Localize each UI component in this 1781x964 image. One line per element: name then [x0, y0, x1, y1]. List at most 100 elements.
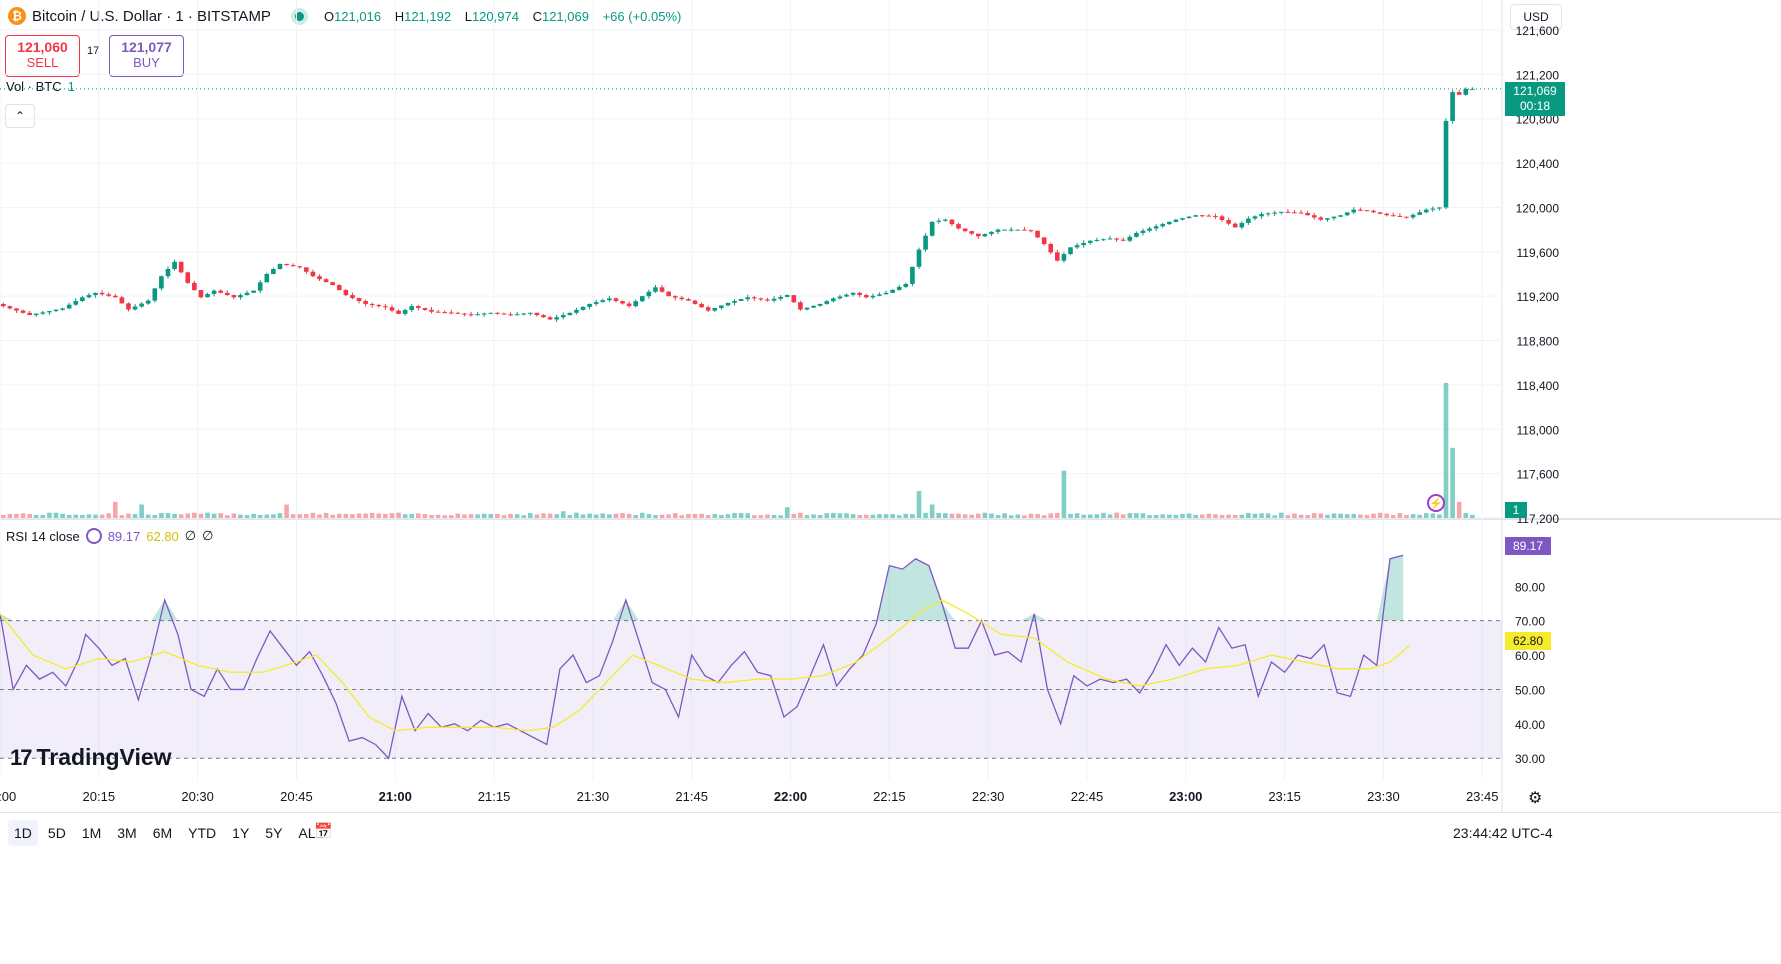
- candle[interactable]: [284, 264, 289, 266]
- candle[interactable]: [620, 300, 625, 304]
- candle[interactable]: [1423, 209, 1429, 213]
- candle[interactable]: [929, 221, 935, 236]
- candle[interactable]: [1008, 229, 1014, 231]
- candle[interactable]: [554, 317, 559, 320]
- collapse-legend-button[interactable]: ⌃: [5, 104, 35, 128]
- candle[interactable]: [1325, 218, 1330, 220]
- candle[interactable]: [106, 294, 112, 296]
- candle[interactable]: [1160, 224, 1166, 227]
- candle[interactable]: [1081, 242, 1086, 246]
- range-button-ytd[interactable]: YTD: [188, 825, 217, 841]
- candle[interactable]: [903, 283, 909, 287]
- range-button-1m[interactable]: 1M: [81, 825, 102, 841]
- candle[interactable]: [1311, 215, 1317, 218]
- candle[interactable]: [771, 298, 777, 301]
- candle[interactable]: [369, 303, 375, 306]
- candle[interactable]: [956, 224, 961, 229]
- candle[interactable]: [1015, 229, 1021, 231]
- candle[interactable]: [475, 314, 480, 316]
- candle[interactable]: [705, 307, 711, 311]
- candle[interactable]: [1219, 216, 1225, 221]
- candle[interactable]: [1364, 210, 1370, 212]
- candle[interactable]: [165, 269, 171, 277]
- candle[interactable]: [560, 315, 566, 318]
- candle[interactable]: [765, 299, 770, 301]
- candle[interactable]: [844, 294, 849, 297]
- candle[interactable]: [686, 299, 691, 301]
- candle[interactable]: [1331, 216, 1337, 219]
- candle[interactable]: [27, 312, 32, 316]
- rsi-ma-line[interactable]: [0, 599, 1411, 732]
- candle[interactable]: [910, 266, 915, 284]
- candle[interactable]: [1114, 238, 1119, 240]
- candle[interactable]: [916, 249, 922, 267]
- candle[interactable]: [1351, 209, 1357, 213]
- candle[interactable]: [1002, 229, 1007, 231]
- candle[interactable]: [152, 288, 158, 301]
- candle[interactable]: [238, 295, 243, 298]
- candle[interactable]: [758, 298, 764, 300]
- candle[interactable]: [1134, 232, 1139, 237]
- candle[interactable]: [646, 291, 652, 297]
- candle[interactable]: [1390, 215, 1396, 217]
- candle[interactable]: [989, 231, 994, 235]
- candle[interactable]: [1450, 92, 1455, 121]
- candle[interactable]: [60, 308, 65, 310]
- sell-button[interactable]: 121,060 SELL: [5, 35, 80, 77]
- candle[interactable]: [297, 266, 303, 268]
- candle[interactable]: [877, 294, 882, 296]
- range-button-3m[interactable]: 3M: [117, 825, 137, 841]
- candle[interactable]: [969, 231, 974, 234]
- candle[interactable]: [99, 292, 105, 295]
- candle[interactable]: [224, 292, 230, 296]
- candle[interactable]: [363, 300, 368, 304]
- candle[interactable]: [699, 303, 704, 308]
- candle[interactable]: [613, 298, 619, 301]
- candle[interactable]: [1061, 254, 1067, 261]
- rsi-legend[interactable]: RSI 14 close 89.17 62.80 ∅ ∅: [6, 528, 213, 544]
- candle[interactable]: [14, 308, 19, 311]
- candle[interactable]: [468, 314, 474, 316]
- candle[interactable]: [798, 302, 803, 310]
- candle[interactable]: [541, 315, 546, 318]
- candle[interactable]: [139, 303, 144, 307]
- candle[interactable]: [666, 291, 671, 297]
- candle[interactable]: [93, 292, 98, 296]
- candle[interactable]: [1437, 207, 1442, 209]
- candle[interactable]: [1456, 92, 1462, 95]
- candle[interactable]: [1384, 213, 1390, 216]
- candle[interactable]: [521, 313, 527, 315]
- candle[interactable]: [1239, 222, 1245, 228]
- candle[interactable]: [80, 297, 85, 301]
- candle[interactable]: [1246, 218, 1251, 223]
- candle[interactable]: [580, 306, 586, 310]
- candle[interactable]: [1298, 212, 1304, 214]
- candle[interactable]: [448, 312, 454, 314]
- candle[interactable]: [1285, 211, 1291, 213]
- candle[interactable]: [745, 297, 751, 300]
- candle[interactable]: [1173, 219, 1179, 222]
- range-button-5y[interactable]: 5Y: [265, 825, 283, 841]
- candle[interactable]: [218, 290, 223, 293]
- candle[interactable]: [389, 307, 395, 311]
- candle[interactable]: [626, 303, 632, 307]
- candle[interactable]: [1206, 215, 1212, 217]
- candle[interactable]: [33, 313, 39, 316]
- rsi-settings-icon[interactable]: [85, 528, 102, 544]
- range-button-all[interactable]: ALL: [298, 825, 324, 841]
- candle[interactable]: [528, 312, 533, 314]
- candle[interactable]: [0, 303, 6, 307]
- candle[interactable]: [40, 312, 46, 314]
- candle[interactable]: [791, 295, 797, 303]
- candle[interactable]: [653, 287, 658, 292]
- candle[interactable]: [198, 290, 204, 298]
- candle[interactable]: [244, 292, 250, 296]
- candle[interactable]: [330, 282, 335, 286]
- candle[interactable]: [639, 296, 645, 302]
- candle[interactable]: [1279, 211, 1284, 213]
- candle[interactable]: [837, 296, 843, 299]
- candle[interactable]: [1186, 216, 1192, 219]
- candle[interactable]: [659, 287, 665, 292]
- candle[interactable]: [416, 306, 421, 309]
- candle[interactable]: [66, 304, 72, 309]
